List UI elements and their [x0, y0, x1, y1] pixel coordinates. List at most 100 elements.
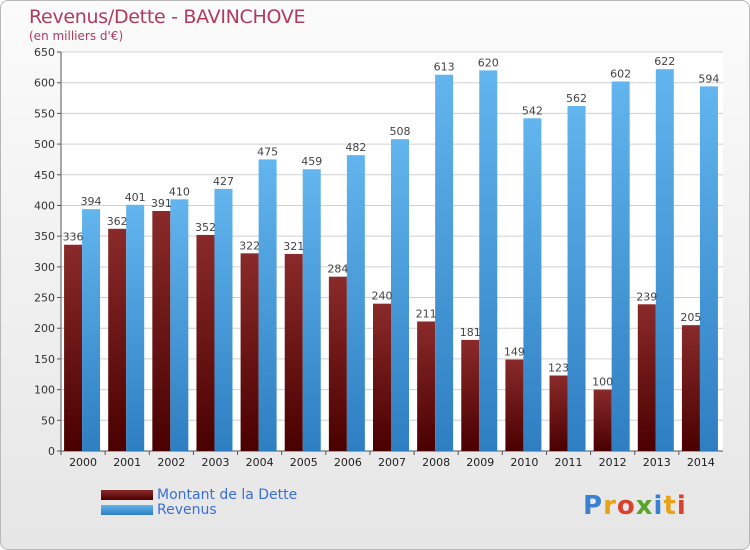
bar-revenue: [567, 106, 586, 451]
bar-debt: [593, 389, 612, 451]
logo-letter: o: [616, 491, 636, 521]
legend-swatch-debt: [101, 489, 153, 500]
chart-title: Revenus/Dette - BAVINCHOVE: [29, 6, 306, 28]
bar-revenue: [214, 188, 233, 451]
data-label-debt: 123: [548, 361, 569, 374]
y-tick-label: 300: [34, 261, 55, 274]
chart-subtitle: (en milliers d'€): [29, 29, 124, 43]
x-tick-label: 2001: [113, 456, 141, 469]
y-tick-label: 0: [48, 445, 55, 458]
x-tick-label: 2002: [157, 456, 185, 469]
data-label-debt: 100: [592, 376, 613, 389]
data-label-debt: 284: [327, 263, 348, 276]
data-label-revenue: 542: [522, 104, 543, 117]
legend-item-debt: Montant de la Dette: [101, 486, 298, 503]
proxiti-logo: Proxiti: [583, 491, 687, 521]
data-label-revenue: 620: [478, 56, 499, 69]
data-label-revenue: 459: [301, 155, 322, 168]
logo-letter: r: [603, 491, 617, 521]
data-label-debt: 205: [680, 311, 701, 324]
bar-debt: [240, 253, 259, 451]
data-label-revenue: 475: [257, 145, 278, 158]
bar-revenue: [126, 204, 145, 451]
bar-revenue: [391, 139, 409, 452]
x-tick-label: 2014: [687, 456, 715, 469]
data-label-revenue: 562: [566, 92, 587, 105]
y-tick-label: 350: [34, 230, 55, 243]
legend: Montant de la Dette Revenus: [101, 486, 298, 518]
logo-letter: i: [653, 491, 664, 521]
x-tick-label: 2003: [201, 456, 229, 469]
bar-debt: [681, 325, 700, 451]
bar-debt: [637, 304, 656, 451]
data-label-debt: 149: [504, 346, 525, 359]
bar-revenue: [523, 118, 542, 452]
data-label-revenue: 482: [345, 141, 366, 154]
bar-revenue: [346, 155, 365, 451]
x-tick-label: 2013: [643, 456, 671, 469]
bar-debt: [373, 303, 391, 451]
x-tick-label: 2010: [510, 456, 538, 469]
data-label-revenue: 508: [390, 125, 411, 138]
data-label-debt: 181: [460, 326, 481, 339]
bar-debt: [108, 228, 127, 451]
x-tick-label: 2000: [69, 456, 97, 469]
bar-debt: [549, 375, 568, 451]
bar-debt: [417, 321, 436, 451]
data-label-debt: 322: [239, 239, 260, 252]
data-label-revenue: 594: [698, 72, 719, 85]
legend-item-revenue: Revenus: [101, 502, 297, 518]
logo-letter: t: [663, 491, 677, 521]
y-tick-label: 100: [34, 384, 55, 397]
x-tick-label: 2007: [378, 456, 406, 469]
data-label-debt: 240: [372, 290, 393, 303]
data-label-debt: 239: [636, 290, 657, 303]
bar-debt: [196, 234, 215, 451]
data-label-debt: 336: [63, 231, 84, 244]
y-tick-label: 450: [34, 169, 55, 182]
data-label-debt: 391: [151, 197, 172, 210]
legend-swatch-revenue: [101, 504, 153, 515]
bar-revenue: [258, 159, 277, 451]
logo-letter: i: [676, 491, 687, 521]
bar-revenue: [302, 169, 321, 451]
legend-label-debt: Montant de la Dette: [157, 486, 298, 503]
data-label-revenue: 394: [81, 195, 102, 208]
bar-debt: [328, 276, 347, 451]
bar-revenue: [699, 86, 718, 452]
bar-revenue: [435, 74, 454, 451]
data-label-debt: 352: [195, 221, 216, 234]
data-label-revenue: 622: [654, 55, 675, 68]
bar-revenue: [82, 209, 101, 451]
data-label-debt: 211: [416, 307, 437, 320]
bars: [64, 69, 718, 452]
y-tick-label: 650: [34, 46, 55, 59]
bar-revenue: [170, 199, 189, 451]
y-tick-label: 550: [34, 107, 55, 120]
data-label-revenue: 427: [213, 175, 234, 188]
y-tick-label: 150: [34, 353, 55, 366]
bar-revenue: [479, 70, 498, 452]
data-label-revenue: 410: [169, 185, 190, 198]
data-label-debt: 362: [107, 215, 128, 228]
logo-letter: x: [635, 491, 654, 521]
bar-debt: [461, 339, 480, 451]
x-tick-label: 2006: [334, 456, 362, 469]
x-tick-label: 2011: [555, 456, 583, 469]
axes: 0 50 100 150 200 250 300 350 400 450 500 550 600 650 2…: [34, 46, 723, 469]
bar-debt: [64, 244, 83, 451]
x-tick-label: 2004: [246, 456, 274, 469]
x-tick-label: 2005: [290, 456, 318, 469]
data-label-revenue: 401: [125, 191, 146, 204]
y-tick-label: 50: [41, 414, 55, 427]
x-tick-label: 2008: [422, 456, 450, 469]
y-tick-label: 400: [34, 199, 55, 212]
bar-revenue: [611, 81, 630, 452]
x-tick-label: 2009: [466, 456, 494, 469]
y-tick-label: 600: [34, 77, 55, 90]
bar-revenue: [655, 69, 674, 452]
logo-letter: P: [583, 491, 604, 521]
